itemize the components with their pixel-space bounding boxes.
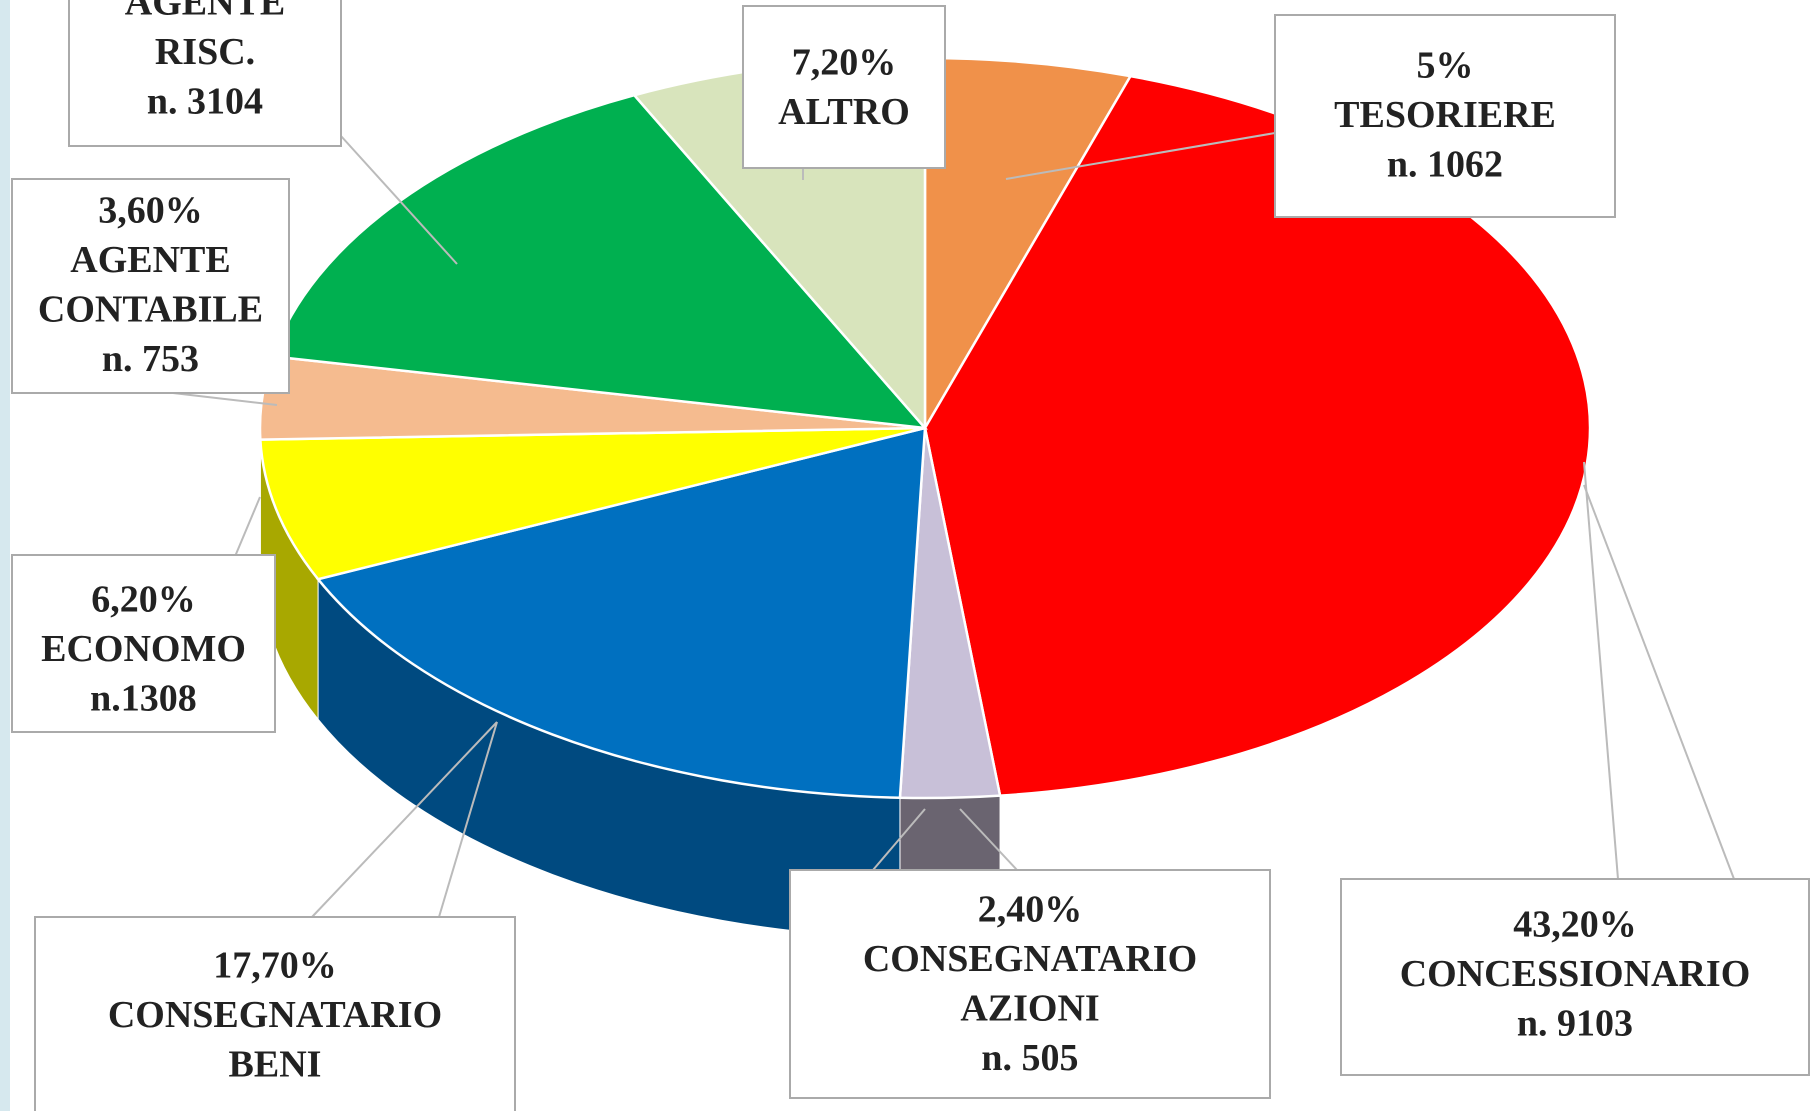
category-label: RISC. — [155, 31, 255, 73]
value-label: 17,70% — [213, 945, 337, 987]
count-label: n. 753 — [102, 338, 199, 380]
label-box — [11, 178, 290, 394]
slice — [259, 426, 926, 581]
value-label: 3,60% — [98, 190, 203, 232]
category-label: CONSEGNATARIO — [108, 994, 442, 1036]
label-box — [789, 869, 1271, 1099]
value-label: 5% — [1417, 45, 1474, 87]
value-label: 7,20% — [792, 42, 897, 84]
left-border — [0, 0, 10, 1111]
category-label: BENI — [229, 1044, 322, 1086]
category-label: CONTABILE — [38, 289, 263, 331]
count-label: n.1308 — [90, 678, 197, 720]
count-label: n. 505 — [981, 1037, 1078, 1079]
slice — [270, 93, 929, 430]
slice — [315, 426, 927, 800]
label-box — [11, 554, 276, 733]
label-box — [68, 0, 342, 147]
label-box — [742, 5, 946, 169]
category-label: CONSEGNATARIO — [863, 938, 1197, 980]
category-label: CONCESSIONARIO — [1400, 953, 1751, 995]
category-label: ECONOMO — [41, 628, 246, 670]
leader-lines — [12, 132, 1735, 918]
category-label: AGENTE — [70, 239, 230, 281]
count-label: n. 9103 — [1517, 1003, 1633, 1045]
category-label: AGENTE — [125, 0, 285, 24]
label-box — [1274, 14, 1616, 218]
value-label: 6,20% — [91, 579, 196, 621]
category-label: AZIONI — [960, 988, 1099, 1030]
count-label: n. 3104 — [147, 81, 263, 123]
label-box — [1340, 878, 1810, 1076]
label-box — [34, 916, 516, 1111]
category-label: TESORIERE — [1334, 94, 1556, 136]
value-label: 43,20% — [1513, 904, 1637, 946]
count-label: n. 1062 — [1387, 144, 1503, 186]
category-label: ALTRO — [778, 91, 910, 133]
value-label: 2,40% — [978, 889, 1083, 931]
labels: 5% TESORIERE n. 1062 43,20% CONCESSIONARIO n.… — [11, 0, 1810, 1111]
